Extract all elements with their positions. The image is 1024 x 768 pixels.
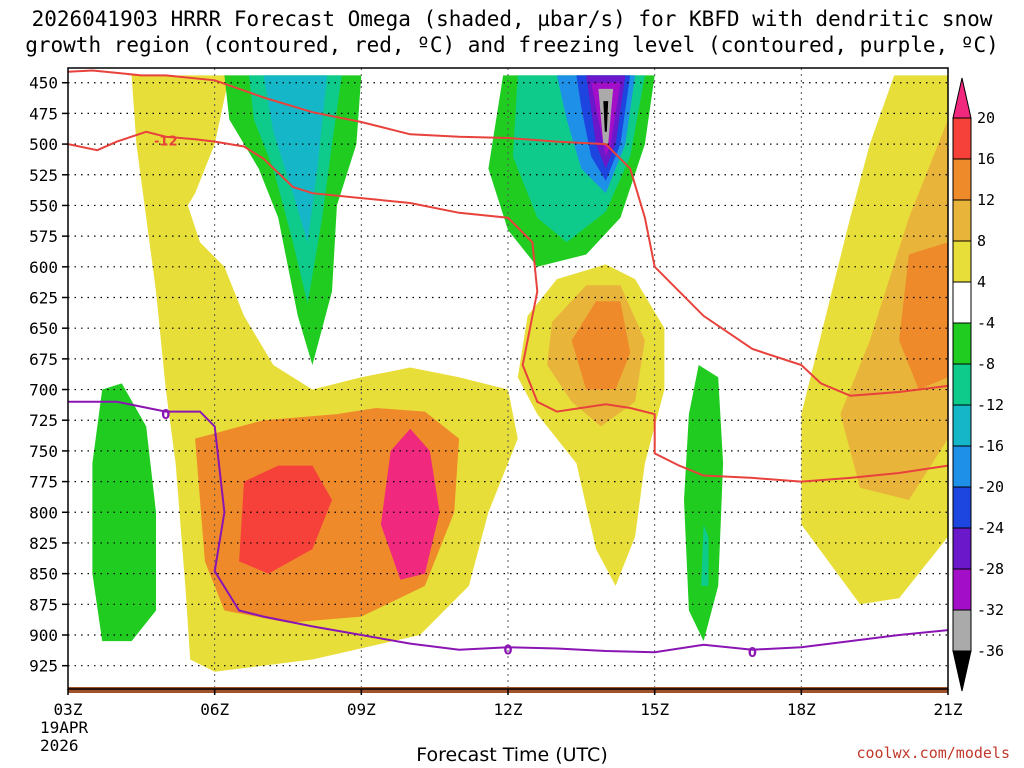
omega-region <box>603 101 609 132</box>
y-tick-label: 625 <box>29 289 58 308</box>
colorbar-tick-label: 8 <box>977 232 986 250</box>
omega-region <box>380 428 440 580</box>
colorbar-segment <box>952 363 972 406</box>
contour-lines <box>68 69 948 654</box>
omega-region <box>165 75 230 218</box>
credit-link[interactable]: coolwx.com/models <box>856 744 1010 762</box>
y-tick-label: 600 <box>29 258 58 277</box>
colorbar-tick-label: -36 <box>977 642 1004 660</box>
y-tick-label: 800 <box>29 503 58 522</box>
colorbar-segment <box>952 486 972 529</box>
colorbar-tick-label: 12 <box>977 191 995 209</box>
colorbar-segment <box>952 281 972 324</box>
y-tick-label: 650 <box>29 319 58 338</box>
colorbar-segment <box>952 158 972 201</box>
colorbar-tick-label: -12 <box>977 396 1004 414</box>
title-line-1: 2026041903 HRRR Forecast Omega (shaded, … <box>31 7 993 31</box>
colorbar-tick-label: -4 <box>977 314 995 332</box>
x-tick-label: 18Z <box>787 700 816 719</box>
colorbar-segment <box>952 117 972 160</box>
colorbar-tick-label: -16 <box>977 437 1004 455</box>
omega-region <box>840 119 948 500</box>
x-tick-label: 03Z <box>54 700 83 719</box>
contour-label: 0 <box>503 644 512 659</box>
colorbar-tick-label: 20 <box>977 109 995 127</box>
colorbar-segment <box>952 445 972 488</box>
y-tick-label: 850 <box>29 565 58 584</box>
contour-labels: -12 0 0 0 <box>154 134 757 661</box>
y-tick-label: 750 <box>29 442 58 461</box>
contour-label: -12 <box>154 134 178 149</box>
colorbar-segment <box>952 240 972 283</box>
omega-region <box>92 383 156 642</box>
x-tick-label: 21Z <box>934 700 963 719</box>
colorbar-tick-label: -28 <box>977 560 1004 578</box>
y-tick-label: 550 <box>29 196 58 215</box>
contour-line <box>68 69 948 397</box>
omega-region <box>263 75 328 243</box>
x-axis-label: Forecast Time (UTC) <box>416 744 608 766</box>
date-label-year: 2026 <box>40 736 79 755</box>
omega-region <box>899 242 948 390</box>
colorbar-segment <box>952 609 972 652</box>
colorbar-tick-label: -32 <box>977 601 1004 619</box>
chart-title: 2026041903 HRRR Forecast Omega (shaded, … <box>0 6 1024 58</box>
y-tick-label: 925 <box>29 657 58 676</box>
colorbar-segment <box>952 199 972 242</box>
colorbar-segment <box>952 527 972 570</box>
omega-region <box>239 465 332 574</box>
y-tick-label: 725 <box>29 411 58 430</box>
contour-line <box>68 130 948 483</box>
x-tick-label: 15Z <box>640 700 669 719</box>
y-tick-label: 525 <box>29 166 58 185</box>
omega-region <box>684 365 724 642</box>
x-tick-label: 12Z <box>494 700 523 719</box>
contour-line <box>68 400 948 654</box>
y-tick-label: 875 <box>29 595 58 614</box>
colorbar-segment <box>952 568 972 611</box>
contour-label: 0 <box>748 646 757 661</box>
date-label-day: 19APR <box>40 718 89 737</box>
colorbar-tick-label: 4 <box>977 273 986 291</box>
y-tick-label: 775 <box>29 473 58 492</box>
colorbar-tick-label: -8 <box>977 355 995 373</box>
y-tick-label: 900 <box>29 626 58 645</box>
contour-label: 0 <box>161 408 170 423</box>
colorbar: 20 16 12 8 4 -4 -8 -12 -16 -20 -24 -28 -32 -36 <box>952 77 1004 692</box>
y-tick-label: 675 <box>29 350 58 369</box>
title-line-2: growth region (contoured, red, ºC) and f… <box>25 33 999 57</box>
colorbar-top-arrow <box>952 77 972 119</box>
x-tick-label: 06Z <box>200 700 229 719</box>
colorbar-tick-label: 16 <box>977 150 995 168</box>
colorbar-segment <box>952 404 972 447</box>
y-tick-label: 575 <box>29 227 58 246</box>
omega-region <box>701 524 709 586</box>
y-tick-label: 450 <box>29 74 58 93</box>
y-tick-label: 475 <box>29 104 58 123</box>
y-tick-label: 500 <box>29 135 58 154</box>
y-tick-label: 700 <box>29 381 58 400</box>
colorbar-bottom-arrow <box>952 650 972 692</box>
y-tick-label: 825 <box>29 534 58 553</box>
colorbar-tick-label: -24 <box>977 519 1004 537</box>
x-tick-label: 09Z <box>347 700 376 719</box>
axes: 450 475 500 525 550 575 600 625 650 675 700 725 750 7… <box>29 67 963 755</box>
colorbar-segment <box>952 322 972 365</box>
colorbar-tick-label: -20 <box>977 478 1004 496</box>
omega-region <box>571 301 631 390</box>
